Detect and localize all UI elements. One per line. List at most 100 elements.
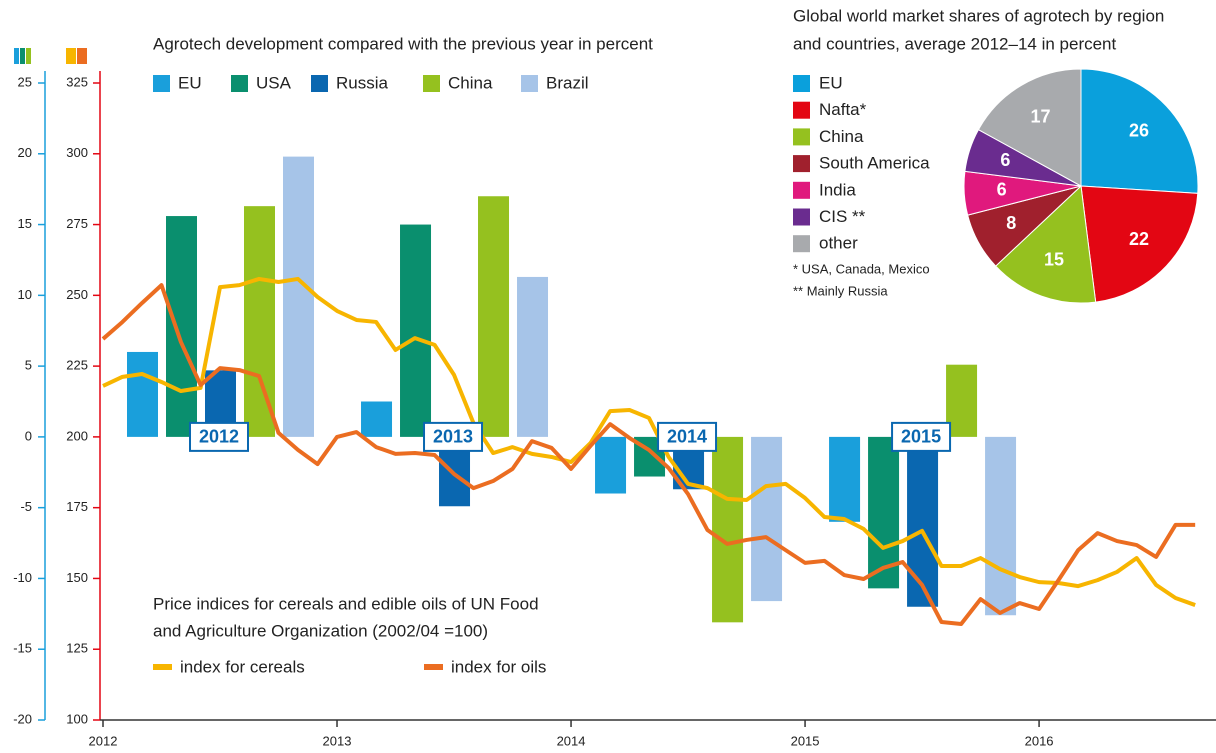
y2-tick-label: 125 [66, 641, 88, 656]
line-title: Price indices for cereals and edible oil… [153, 594, 539, 613]
pie-value-label: 6 [1000, 150, 1010, 170]
legend-label: EU [178, 73, 202, 92]
line [102, 276, 1196, 607]
y-tick-label: -5 [20, 499, 32, 514]
bar [244, 206, 275, 437]
pie-slice [1080, 185, 1199, 303]
legend-swatch [311, 75, 328, 92]
x-tick-label: 2015 [791, 733, 820, 748]
pie-value-label: 15 [1044, 250, 1064, 270]
legend-swatch [793, 155, 810, 173]
legend-swatch [793, 181, 810, 199]
category-box [423, 421, 484, 452]
footnote: * USA, Canada, Mexico [793, 261, 930, 276]
bar-title: Agrotech development compared with the p… [153, 34, 653, 53]
category-label: 2015 [901, 427, 941, 447]
legend-swatch [521, 75, 538, 92]
axis-icon [14, 48, 19, 64]
legend-label: EU [819, 73, 843, 92]
category-label: 2014 [667, 427, 707, 447]
category-label: 2012 [199, 427, 239, 447]
bar [985, 436, 1017, 616]
pie-slice [995, 184, 1097, 304]
y2-tick-label: 300 [66, 145, 88, 160]
pie-value-label: 17 [1030, 106, 1050, 126]
legend-swatch [153, 664, 172, 670]
y-tick-label: -10 [13, 570, 32, 585]
legend-swatch [793, 208, 810, 226]
y2-tick-label: 225 [66, 358, 88, 373]
pie-value-label: 22 [1129, 229, 1149, 249]
category-label: 2013 [433, 427, 473, 447]
pie-slice [977, 68, 1082, 187]
y-tick-label: 5 [25, 358, 32, 373]
bar [127, 351, 158, 437]
y2-tick-label: 150 [66, 570, 88, 585]
y2-tick-label: 200 [66, 428, 88, 443]
y2-tick-label: 100 [66, 711, 88, 726]
y2-tick-label: 275 [66, 216, 88, 231]
bar [283, 156, 314, 437]
category-box [891, 421, 952, 452]
legend-swatch [423, 75, 440, 92]
y2-tick-label: 325 [66, 74, 88, 89]
legend-label: Brazil [546, 73, 589, 92]
bar [400, 224, 432, 437]
y-tick-label: -20 [13, 711, 32, 726]
bar [751, 436, 783, 602]
bar [361, 401, 393, 437]
bar [517, 276, 549, 437]
line-title: and Agriculture Organization (2002/04 =1… [153, 621, 488, 640]
legend-label: CIS ** [819, 207, 866, 226]
axis-icon [66, 48, 76, 64]
x-tick-label: 2012 [89, 733, 118, 748]
legend-swatch [793, 235, 810, 253]
category-box [189, 421, 249, 452]
legend-label: Russia [336, 73, 389, 92]
legend-label: index for cereals [180, 657, 305, 676]
bar [712, 436, 744, 623]
y-tick-label: 15 [18, 216, 32, 231]
pie-value-label: 8 [1006, 213, 1016, 233]
legend-label: Nafta* [819, 100, 867, 119]
pie-title: and countries, average 2012–14 in percen… [793, 34, 1117, 53]
y-tick-label: 0 [25, 428, 32, 443]
y2-tick-label: 250 [66, 287, 88, 302]
pie-title: Global world market shares of agrotech b… [793, 6, 1164, 25]
bar [166, 216, 197, 437]
legend-label: index for oils [451, 657, 546, 676]
pie-value-label: 6 [997, 180, 1007, 200]
pie-value-label: 26 [1129, 120, 1149, 140]
legend-label: China [448, 73, 493, 92]
legend-label: South America [819, 154, 930, 173]
x-tick-label: 2013 [323, 733, 352, 748]
legend-swatch [153, 75, 170, 92]
legend-swatch [424, 664, 443, 670]
legend-label: USA [256, 73, 292, 92]
legend-swatch [231, 75, 248, 92]
line [101, 283, 1196, 627]
legend-label: other [819, 234, 858, 253]
bar [907, 436, 939, 607]
legend-label: India [819, 180, 856, 199]
pie-slice [1080, 68, 1199, 194]
bar [595, 436, 627, 494]
footnote: ** Mainly Russia [793, 283, 888, 298]
category-box [657, 421, 718, 452]
axis-icon [20, 48, 25, 64]
bar [478, 196, 510, 437]
axis-icon [77, 48, 87, 64]
x-tick-label: 2016 [1025, 733, 1054, 748]
y-tick-label: 20 [18, 145, 32, 160]
bar [946, 364, 978, 437]
y2-tick-label: 175 [66, 499, 88, 514]
legend-swatch [793, 75, 810, 92]
y-tick-label: 25 [18, 74, 32, 89]
x-tick-label: 2014 [557, 733, 586, 748]
y-tick-label: 10 [18, 287, 32, 302]
legend-swatch [793, 101, 810, 119]
bar [829, 436, 861, 522]
legend-swatch [793, 128, 810, 146]
axis-icon [26, 48, 31, 64]
